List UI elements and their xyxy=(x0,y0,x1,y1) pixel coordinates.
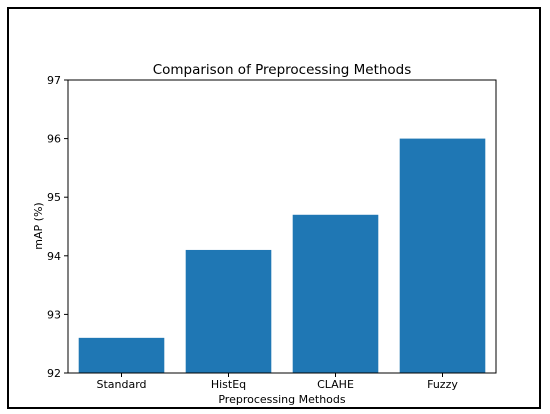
x-tick-label: HistEq xyxy=(211,378,246,391)
y-tick-label: 93 xyxy=(47,308,61,321)
bar-clahe xyxy=(292,214,379,373)
y-axis: 92 93 94 95 96 97 xyxy=(47,74,68,380)
plot-area-border xyxy=(67,79,497,374)
x-axis-label: Preprocessing Methods xyxy=(218,393,346,406)
bars-group xyxy=(78,138,486,373)
bar-fuzzy xyxy=(399,138,486,373)
bar-histeq xyxy=(185,249,272,373)
y-tick-label: 92 xyxy=(47,367,61,380)
y-tick-label: 96 xyxy=(47,133,61,146)
y-tick-label: 94 xyxy=(47,250,61,263)
x-axis: Standard HistEq CLAHE Fuzzy xyxy=(96,373,458,391)
x-tick-label: CLAHE xyxy=(317,378,354,391)
y-tick-label: 97 xyxy=(47,74,61,87)
y-axis-label: mAP (%) xyxy=(32,202,45,249)
bar-standard xyxy=(78,337,165,373)
chart-title: Comparison of Preprocessing Methods xyxy=(153,62,412,78)
y-tick-label: 95 xyxy=(47,191,61,204)
x-tick-label: Fuzzy xyxy=(427,378,458,391)
x-tick-label: Standard xyxy=(96,378,146,391)
